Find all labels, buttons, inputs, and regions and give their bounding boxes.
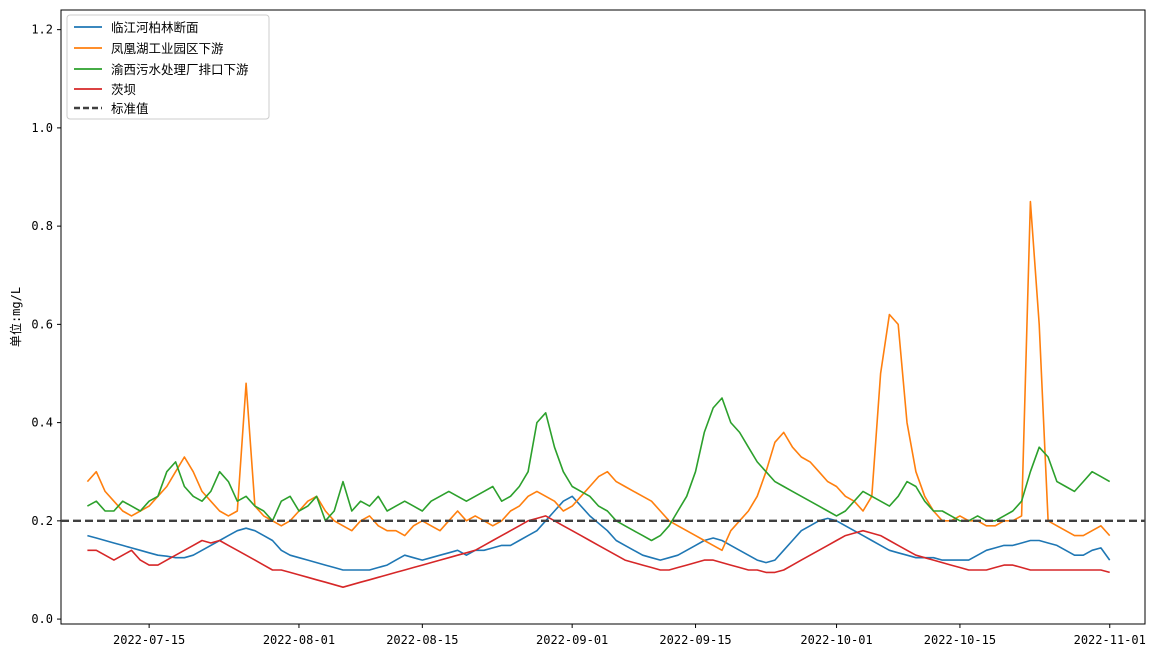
legend-label-ciba: 茨坝 — [111, 82, 136, 97]
y-tick-label: 0.8 — [31, 219, 53, 233]
series-line-0 — [87, 495, 1111, 571]
y-tick-label: 1.2 — [31, 23, 53, 37]
series-line-3 — [87, 515, 1110, 589]
legend-label-fenghuang: 凤凰湖工业园区下游 — [111, 41, 224, 56]
y-axis-label: 单位:mg/L — [8, 287, 23, 347]
y-tick-label: 1.0 — [31, 121, 53, 135]
y-tick-label: 0.6 — [31, 317, 53, 331]
x-tick-label: 2022-10-15 — [924, 633, 996, 647]
legend: 临江河柏林断面 凤凰湖工业园区下游 渝西污水处理厂排口下游 茨坝 标准值 — [66, 14, 270, 120]
series-line-2 — [87, 397, 1111, 542]
series-line-1 — [86, 200, 1111, 552]
x-tick-label: 2022-10-01 — [800, 633, 872, 647]
x-tick-label: 2022-08-01 — [263, 633, 335, 647]
y-tick-label: 0.0 — [31, 612, 53, 626]
legend-label-yuxi: 渝西污水处理厂排口下游 — [111, 62, 249, 77]
x-tick-label: 2022-09-01 — [536, 633, 608, 647]
y-tick-label: 0.4 — [31, 416, 53, 430]
x-tick-label: 2022-11-01 — [1074, 633, 1146, 647]
x-tick-label: 2022-08-15 — [386, 633, 458, 647]
y-tick-label: 0.2 — [31, 514, 53, 528]
x-tick-label: 2022-07-15 — [113, 633, 185, 647]
legend-box — [66, 14, 270, 120]
legend-label-standard: 标准值 — [111, 101, 149, 116]
x-tick-label: 2022-09-15 — [659, 633, 731, 647]
legend-label-linjiang: 临江河柏林断面 — [111, 20, 199, 35]
